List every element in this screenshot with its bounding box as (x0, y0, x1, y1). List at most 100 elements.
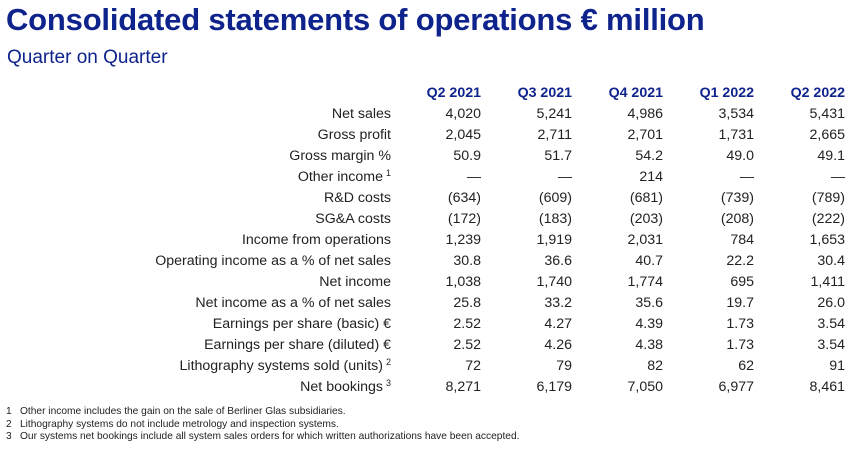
value-cell: 26.0 (817, 294, 845, 311)
value-cell: 2.52 (453, 315, 481, 332)
value-cell: — (557, 168, 572, 185)
value-cell: 49.1 (817, 147, 845, 164)
table-row: Earnings per share (diluted) € 2.52 4.26 4.… (0, 334, 845, 355)
footnote: 1 Other income includes the gain on the s… (6, 406, 519, 419)
footnote-text: Other income includes the gain on the sa… (20, 406, 346, 417)
value-cell: 784 (730, 231, 754, 248)
financial-table: Q2 2021 Q3 2021 Q4 2021 Q1 2022 Q2 2022 … (0, 82, 845, 397)
header-row: Q2 2021 Q3 2021 Q4 2021 Q1 2022 Q2 2022 (0, 82, 845, 103)
footnote-number: 2 (6, 418, 12, 430)
value-cell: 72 (465, 357, 481, 374)
row-label: Other income (297, 169, 383, 185)
row-label-cell: Gross margin % (0, 145, 391, 166)
value-cell: 54.2 (635, 147, 663, 164)
table-row: Net income 1,038 1,740 1,774 695 1,411 (0, 271, 845, 292)
value-cell: 2,031 (627, 231, 663, 248)
row-label: SG&A costs (315, 210, 391, 227)
page-title: Consolidated statements of operations € … (6, 2, 705, 37)
value-cell: 6,179 (536, 378, 572, 395)
value-cell: (208) (720, 210, 754, 227)
value-cell: 1,774 (627, 273, 663, 290)
value-cell: 4.38 (635, 336, 663, 353)
value-cell: 1,919 (536, 231, 572, 248)
value-cell: 6,977 (718, 378, 754, 395)
column-header: Q2 2021 (426, 84, 481, 101)
table-row: Net income as a % of net sales 25.8 33.2 35… (0, 292, 845, 313)
row-label: Operating income as a % of net sales (155, 252, 391, 269)
row-label-cell: Net income (0, 271, 391, 292)
value-cell: (681) (629, 189, 663, 206)
value-cell: 40.7 (635, 252, 663, 269)
value-cell: 30.4 (817, 252, 845, 269)
column-header: Q3 2021 (517, 84, 572, 101)
value-cell: 3.54 (817, 315, 845, 332)
value-cell: — (466, 168, 481, 185)
value-cell: 1,411 (810, 273, 845, 290)
value-cell: (183) (538, 210, 572, 227)
table-body: Net sales 4,020 5,241 4,986 3,534 5,431 Gross … (0, 103, 845, 397)
value-cell: 1.73 (726, 315, 754, 332)
table-row: Gross profit 2,045 2,711 2,701 1,731 2,665 (0, 124, 845, 145)
value-cell: 4.26 (544, 336, 572, 353)
value-cell: 25.8 (453, 294, 481, 311)
value-cell: 7,050 (627, 378, 663, 395)
value-cell: 3.54 (817, 336, 845, 353)
table-row: Net bookings 3 8,271 6,179 7,050 6,977 8,461 (0, 376, 845, 397)
value-cell: 4.27 (544, 315, 572, 332)
value-cell: 1.73 (726, 336, 754, 353)
value-cell: 214 (639, 168, 663, 185)
value-cell: — (830, 168, 845, 185)
row-label-cell: R&D costs (0, 187, 391, 208)
value-cell: 1,731 (718, 126, 754, 143)
page-subtitle: Quarter on Quarter (7, 47, 168, 68)
value-cell: (789) (811, 189, 845, 206)
value-cell: 36.6 (544, 252, 572, 269)
row-label-cell: Gross profit (0, 124, 391, 145)
value-cell: 3,534 (718, 105, 754, 122)
value-cell: 8,271 (445, 378, 481, 395)
value-cell: 5,241 (536, 105, 572, 122)
table-row: Lithography systems sold (units) 2 72 79 82 6… (0, 355, 845, 376)
row-label: R&D costs (323, 189, 391, 206)
row-label-cell: Net income as a % of net sales (0, 292, 391, 313)
value-cell: 91 (829, 357, 845, 374)
value-cell: 51.7 (544, 147, 572, 164)
table-row: Gross margin % 50.9 51.7 54.2 49.0 49.1 (0, 145, 845, 166)
value-cell: 695 (730, 273, 754, 290)
column-header: Q1 2022 (699, 84, 754, 101)
table-row: SG&A costs (172) (183) (203) (208) (222) (0, 208, 845, 229)
row-label: Gross margin % (289, 147, 391, 164)
header-spacer (0, 82, 391, 103)
row-label-cell: Other income 1 (0, 166, 391, 187)
table-row: Other income 1 — — 214 — — (0, 166, 845, 187)
value-cell: 33.2 (544, 294, 572, 311)
value-cell: 2.52 (453, 336, 481, 353)
footnote-text: Lithography systems do not include metro… (20, 418, 339, 430)
value-cell: 2,701 (627, 126, 663, 143)
row-label: Net sales (331, 105, 391, 122)
footnote-marker: 3 (385, 378, 391, 388)
value-cell: 2,665 (809, 126, 845, 143)
value-cell: 2,045 (445, 126, 481, 143)
row-label: Net bookings (300, 379, 383, 395)
table-row: Operating income as a % of net sales 30.8… (0, 250, 845, 271)
table-row: Earnings per share (basic) € 2.52 4.27 4.39… (0, 313, 845, 334)
table-row: Net sales 4,020 5,241 4,986 3,534 5,431 (0, 103, 845, 124)
row-label: Earnings per share (diluted) € (204, 336, 391, 353)
value-cell: 5,431 (809, 105, 845, 122)
row-label: Net income (319, 273, 391, 290)
row-label-cell: Net sales (0, 103, 391, 124)
row-label: Income from operations (241, 231, 391, 248)
value-cell: (172) (447, 210, 481, 227)
value-cell: — (739, 168, 754, 185)
row-label-cell: SG&A costs (0, 208, 391, 229)
value-cell: 79 (556, 357, 572, 374)
footnote-text: Our systems net bookings include all sys… (20, 431, 520, 442)
value-cell: 22.2 (726, 252, 754, 269)
row-label-cell: Income from operations (0, 229, 391, 250)
column-header: Q2 2022 (790, 84, 845, 101)
value-cell: (634) (447, 189, 481, 206)
value-cell: 4,020 (445, 105, 481, 122)
row-label: Gross profit (317, 126, 391, 143)
value-cell: (609) (538, 189, 572, 206)
